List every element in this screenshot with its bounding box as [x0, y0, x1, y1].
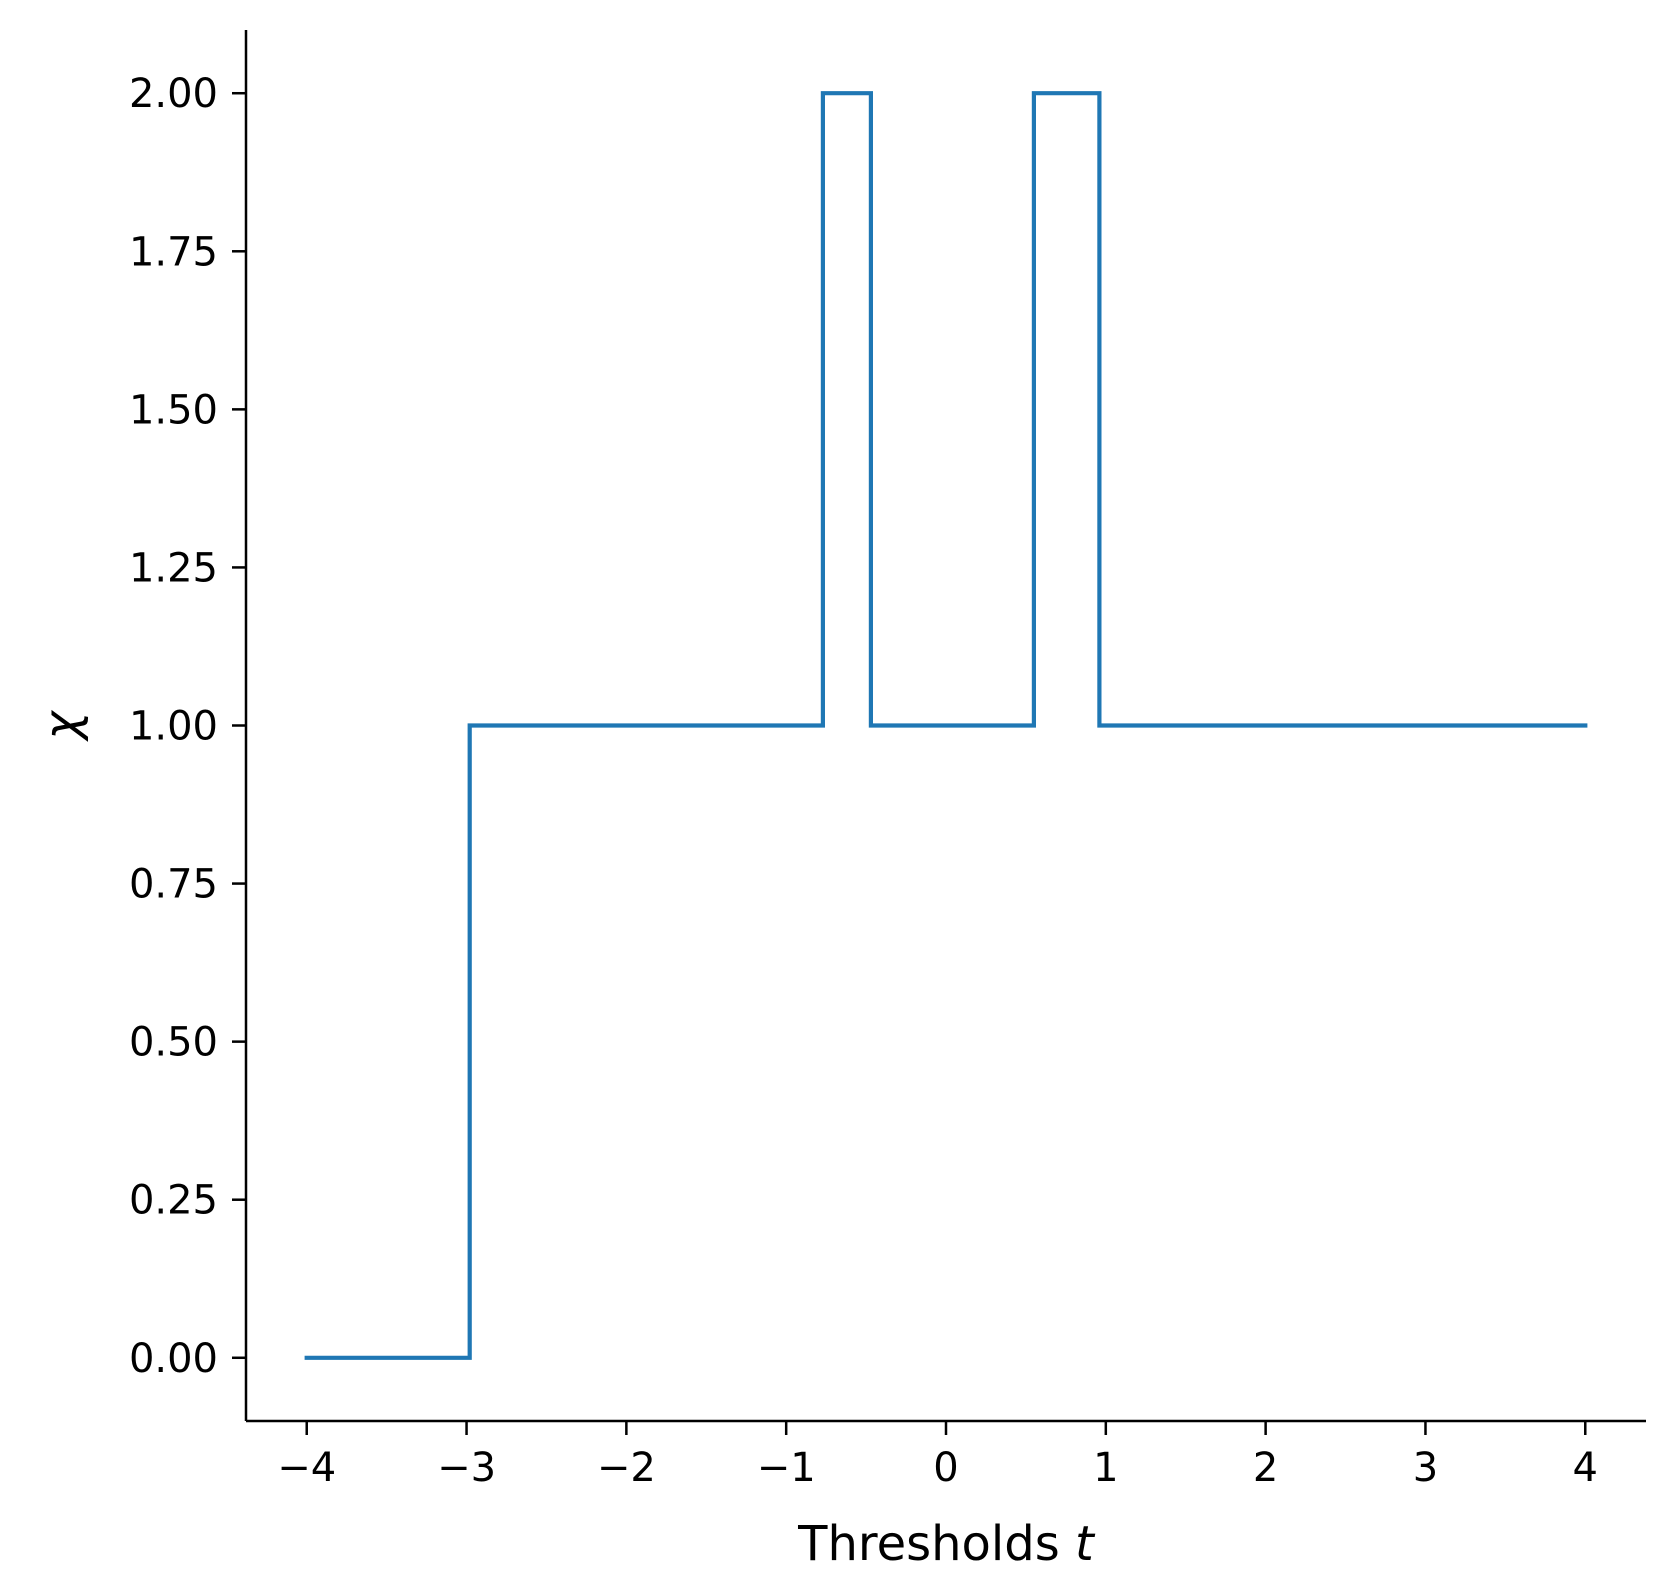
- y-tick-label: 2.00: [129, 71, 218, 117]
- x-tick-label: −2: [597, 1445, 656, 1491]
- y-tick-label: 1.75: [129, 229, 218, 275]
- x-tick-label: −4: [277, 1445, 336, 1491]
- x-tick-label: 4: [1573, 1445, 1598, 1491]
- y-axis-label: χ: [34, 710, 90, 743]
- y-tick-label: 1.50: [129, 387, 218, 433]
- x-axis-label-var: t: [1075, 1516, 1096, 1572]
- y-tick-label: 0.25: [129, 1178, 218, 1224]
- x-ticks: −4 −3 −2 −1 0 1 2 3 4: [277, 1421, 1598, 1491]
- x-tick-label: −1: [757, 1445, 816, 1491]
- y-tick-label: 0.75: [129, 862, 218, 908]
- x-axis-label-text: Thresholds: [797, 1516, 1060, 1572]
- x-tick-label: 1: [1093, 1445, 1118, 1491]
- y-tick-label: 0.50: [129, 1020, 218, 1066]
- series-line: [304, 91, 1588, 1360]
- x-tick-label: 2: [1253, 1445, 1278, 1491]
- y-tick-label: 1.00: [129, 704, 218, 750]
- x-axis-label: Thresholds t: [797, 1516, 1096, 1572]
- x-tick-label: −3: [437, 1445, 496, 1491]
- y-tick-label: 0.00: [129, 1336, 218, 1382]
- x-tick-label: 0: [933, 1445, 958, 1491]
- y-ticks: 0.00 0.25 0.50 0.75 1.00 1.25 1.50 1.75 2.00: [129, 71, 246, 1382]
- x-tick-label: 3: [1413, 1445, 1438, 1491]
- y-tick-label: 1.25: [129, 545, 218, 591]
- plot-area: [304, 91, 1588, 1360]
